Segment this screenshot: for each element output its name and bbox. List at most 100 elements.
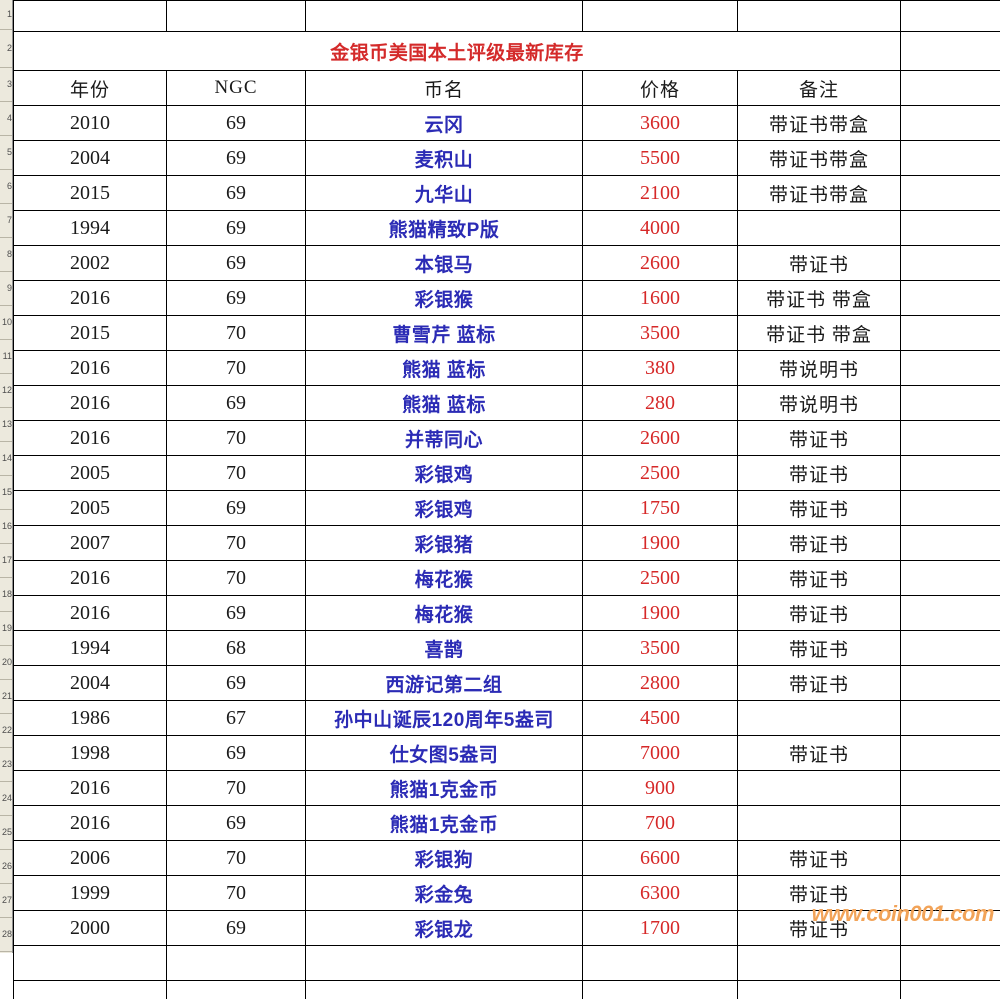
cell-coin-name[interactable]: 并蒂同心 [306, 421, 583, 456]
row-header-cell[interactable]: 16 [0, 510, 13, 544]
empty-cell[interactable] [583, 946, 738, 981]
row-header-cell[interactable]: 22 [0, 714, 13, 748]
cell-ngc[interactable]: 69 [167, 386, 306, 421]
cell-coin-name[interactable]: 麦积山 [306, 141, 583, 176]
row-header-cell[interactable]: 6 [0, 170, 13, 204]
empty-cell[interactable] [583, 981, 738, 999]
cell-remark[interactable]: 带证书 带盒 [738, 316, 901, 351]
row-header-cell[interactable]: 21 [0, 680, 13, 714]
cell-year[interactable]: 2002 [14, 246, 167, 281]
empty-cell[interactable] [14, 981, 167, 999]
empty-cell[interactable] [901, 141, 1000, 176]
cell-coin-name[interactable]: 熊猫 蓝标 [306, 351, 583, 386]
cell-price[interactable]: 4000 [583, 211, 738, 246]
row-header-cell[interactable]: 25 [0, 816, 13, 850]
empty-cell[interactable] [14, 946, 167, 981]
row-header-cell[interactable]: 27 [0, 884, 13, 918]
empty-cell[interactable] [901, 176, 1000, 211]
cell-ngc[interactable]: 70 [167, 421, 306, 456]
cell-remark[interactable]: 带证书 [738, 666, 901, 701]
cell-remark[interactable]: 带证书 带盒 [738, 281, 901, 316]
empty-cell[interactable] [901, 456, 1000, 491]
row-header-cell[interactable]: 20 [0, 646, 13, 680]
cell-ngc[interactable]: 69 [167, 911, 306, 946]
cell-remark[interactable]: 带证书 [738, 841, 901, 876]
cell-remark[interactable]: 带证书带盒 [738, 176, 901, 211]
cell-remark[interactable]: 带说明书 [738, 351, 901, 386]
cell-year[interactable]: 1994 [14, 211, 167, 246]
cell-ngc[interactable]: 69 [167, 491, 306, 526]
cell-remark[interactable]: 带证书 [738, 526, 901, 561]
row-header-cell[interactable]: 7 [0, 204, 13, 238]
cell-year[interactable]: 1994 [14, 631, 167, 666]
cell-price[interactable]: 4500 [583, 701, 738, 736]
cell-ngc[interactable]: 69 [167, 211, 306, 246]
row-header-cell[interactable]: 24 [0, 782, 13, 816]
cell-ngc[interactable]: 67 [167, 701, 306, 736]
cell-year[interactable]: 2016 [14, 561, 167, 596]
cell-year[interactable]: 2000 [14, 911, 167, 946]
cell-price[interactable]: 5500 [583, 141, 738, 176]
cell-price[interactable]: 1700 [583, 911, 738, 946]
cell-coin-name[interactable]: 彩银鸡 [306, 491, 583, 526]
empty-cell[interactable] [901, 351, 1000, 386]
cell-year[interactable]: 2005 [14, 491, 167, 526]
empty-cell[interactable] [901, 1, 1000, 32]
row-header-cell[interactable]: 13 [0, 408, 13, 442]
row-header-cell[interactable]: 26 [0, 850, 13, 884]
cell-year[interactable]: 2006 [14, 841, 167, 876]
cell-coin-name[interactable]: 熊猫1克金币 [306, 806, 583, 841]
empty-cell[interactable] [901, 701, 1000, 736]
empty-cell[interactable] [901, 806, 1000, 841]
row-header-cell[interactable]: 8 [0, 238, 13, 272]
cell-coin-name[interactable]: 彩银猪 [306, 526, 583, 561]
row-header-cell[interactable]: 28 [0, 918, 13, 952]
empty-cell[interactable] [901, 526, 1000, 561]
cell-price[interactable]: 380 [583, 351, 738, 386]
cell-remark[interactable]: 带证书 [738, 491, 901, 526]
empty-cell[interactable] [901, 841, 1000, 876]
cell-coin-name[interactable]: 彩银鸡 [306, 456, 583, 491]
empty-cell[interactable] [901, 421, 1000, 456]
cell-ngc[interactable]: 70 [167, 876, 306, 911]
empty-cell[interactable] [901, 246, 1000, 281]
cell-remark[interactable]: 带说明书 [738, 386, 901, 421]
row-header-cell[interactable]: 4 [0, 102, 13, 136]
cell-year[interactable]: 2016 [14, 806, 167, 841]
row-header-cell[interactable]: 2 [0, 30, 13, 68]
cell-price[interactable]: 2600 [583, 246, 738, 281]
cell-ngc[interactable]: 70 [167, 351, 306, 386]
cell-year[interactable]: 2016 [14, 421, 167, 456]
cell-ngc[interactable]: 68 [167, 631, 306, 666]
cell-year[interactable]: 1986 [14, 701, 167, 736]
cell-ngc[interactable]: 70 [167, 561, 306, 596]
cell-year[interactable]: 2010 [14, 106, 167, 141]
cell-price[interactable]: 3600 [583, 106, 738, 141]
cell-ngc[interactable]: 69 [167, 141, 306, 176]
cell-price[interactable]: 2500 [583, 456, 738, 491]
empty-cell[interactable] [901, 106, 1000, 141]
cell-remark[interactable]: 带证书带盒 [738, 106, 901, 141]
empty-cell[interactable] [167, 1, 306, 32]
cell-ngc[interactable]: 69 [167, 176, 306, 211]
cell-year[interactable]: 2015 [14, 176, 167, 211]
cell-remark[interactable]: 带证书 [738, 911, 901, 946]
row-header-cell[interactable]: 5 [0, 136, 13, 170]
cell-price[interactable]: 3500 [583, 316, 738, 351]
row-header-cell[interactable]: 23 [0, 748, 13, 782]
